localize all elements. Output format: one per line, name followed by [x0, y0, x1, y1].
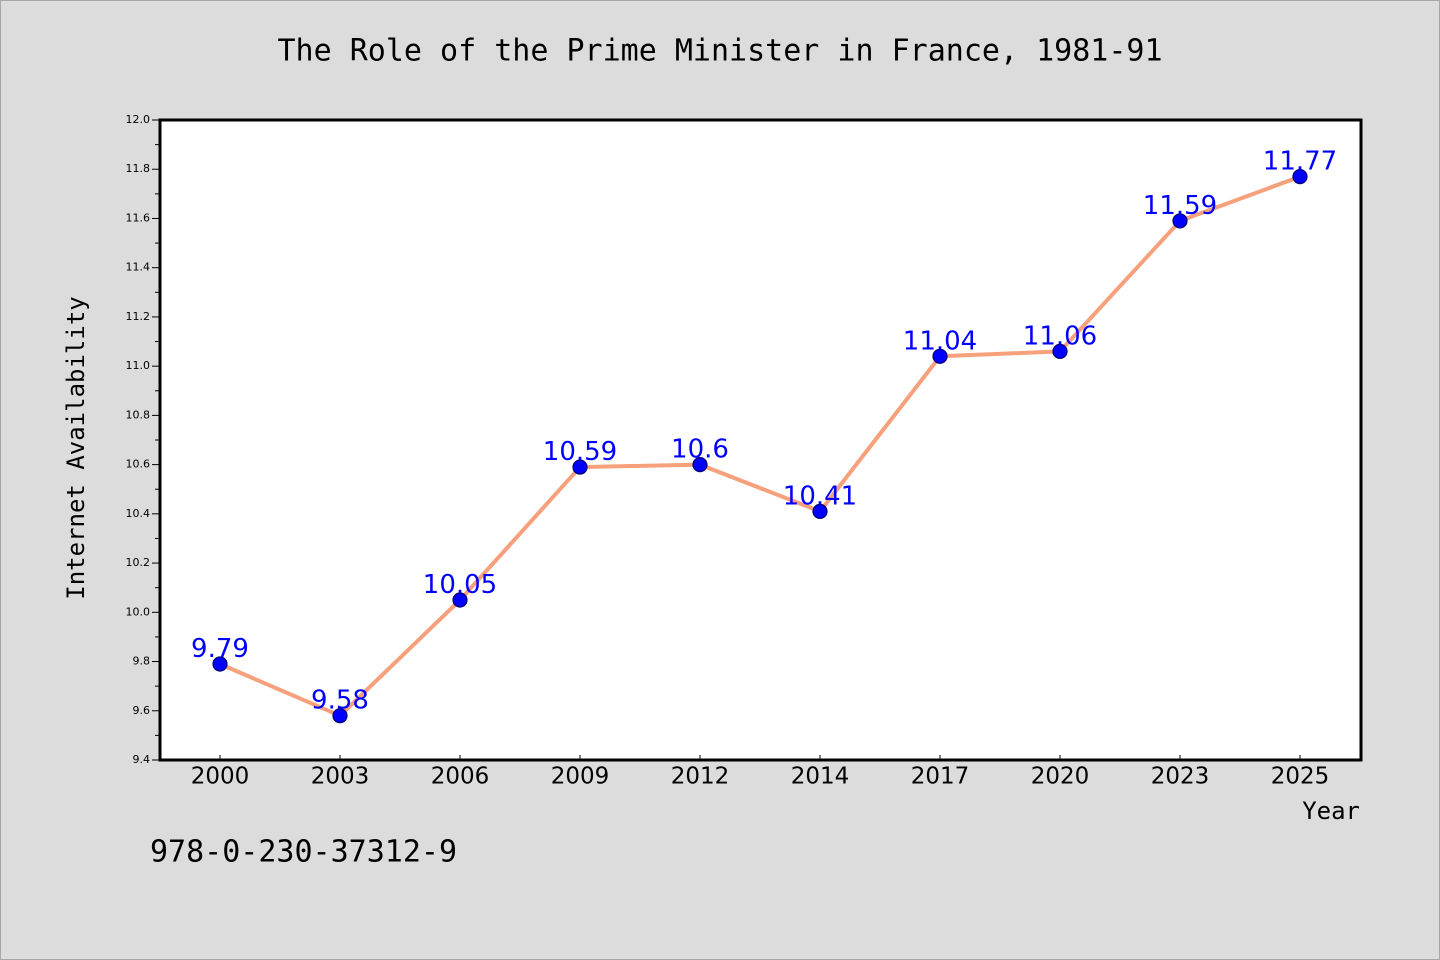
y-tick-label: 10.8: [126, 408, 151, 421]
data-label: 11.06: [1023, 321, 1097, 351]
series-markers: [212, 169, 1308, 724]
y-tick-label: 12.0: [126, 113, 151, 126]
data-label: 10.41: [783, 481, 857, 511]
plot-border: [158, 118, 1363, 762]
y-tick-label: 11.2: [126, 310, 151, 323]
y-tick-label: 11.0: [126, 359, 151, 372]
data-label: 10.59: [543, 437, 617, 467]
data-label: 10.05: [423, 570, 497, 600]
y-tick-label: 10.0: [126, 605, 151, 618]
data-point: [332, 708, 348, 724]
data-point: [1052, 343, 1068, 359]
x-tick-label: 2009: [551, 764, 610, 790]
x-tick-label: 2025: [1271, 764, 1330, 790]
x-axis-label: Year: [1302, 797, 1360, 825]
data-label: 10.6: [671, 435, 729, 465]
y-tick-label: 10.6: [126, 458, 151, 471]
data-point: [452, 592, 468, 608]
x-tick-label: 2014: [791, 764, 850, 790]
x-tick-label: 2020: [1031, 764, 1090, 790]
data-point: [1172, 213, 1188, 229]
x-tick-label: 2000: [191, 764, 250, 790]
chart-title: The Role of the Prime Minister in France…: [277, 34, 1162, 69]
x-tick-label: 2006: [431, 764, 490, 790]
x-tick-label: 2012: [671, 764, 730, 790]
x-axis-ticks: 2000 2003 2006 2009 2012 2014 2017 2020 2023 2025: [191, 755, 1330, 790]
data-label: 11.59: [1143, 191, 1217, 221]
y-tick-label: 9.4: [133, 753, 151, 766]
y-tick-label: 11.8: [126, 162, 151, 175]
isbn-text: 978-0-230-37312-9: [150, 835, 457, 870]
data-label: 9.58: [311, 686, 369, 716]
data-label: 9.79: [191, 634, 249, 664]
data-point: [932, 348, 948, 364]
y-tick-label: 11.6: [126, 211, 151, 224]
y-axis-ticks: 9.4 9.6 9.8 10.0 10.2 10.4 10.6 10.8 11.0 11.2 11.…: [126, 113, 160, 766]
x-tick-label: 2017: [911, 764, 970, 790]
x-tick-label: 2023: [1151, 764, 1210, 790]
data-labels: 9.79 9.58 10.05 10.59 10.6 10.41 11.04 11.06 11.…: [191, 147, 1337, 716]
data-point: [692, 457, 708, 473]
data-label: 11.04: [903, 326, 977, 356]
y-tick-label: 11.4: [126, 261, 151, 274]
y-tick-label: 10.2: [126, 556, 151, 569]
data-label: 11.77: [1263, 147, 1337, 177]
series-line: [218, 174, 1302, 718]
y-tick-label: 9.6: [133, 704, 151, 717]
x-tick-label: 2003: [311, 764, 370, 790]
data-point: [812, 503, 828, 519]
data-point: [572, 459, 588, 475]
y-axis-label: Internet Availability: [62, 296, 90, 599]
y-tick-label: 9.8: [133, 655, 151, 668]
data-point: [1292, 169, 1308, 185]
y-tick-label: 10.4: [126, 507, 151, 520]
data-point: [212, 656, 228, 672]
plot-area: [160, 120, 1361, 760]
